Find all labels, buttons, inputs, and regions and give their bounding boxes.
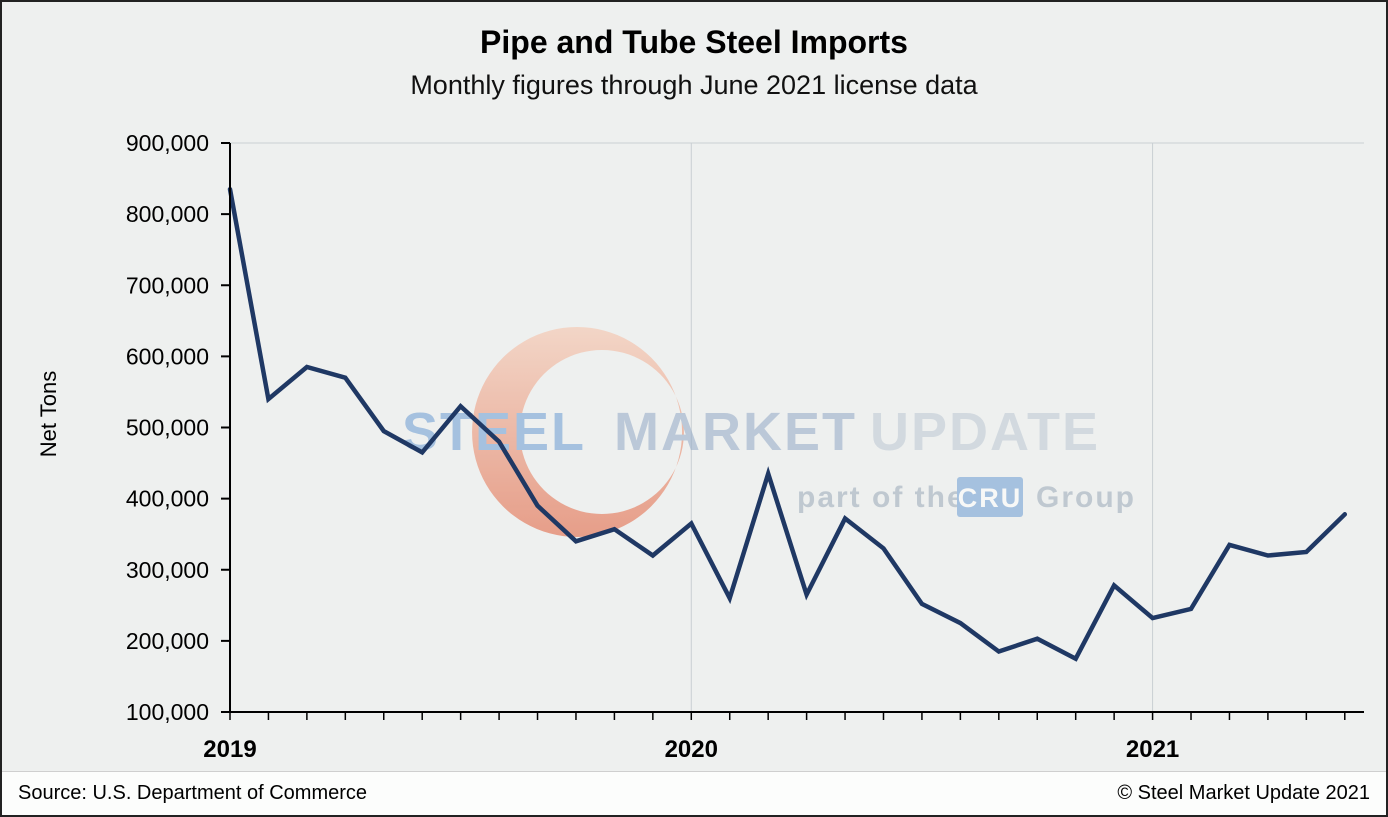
watermark-cru-badge xyxy=(957,477,1023,517)
y-axis-tick-label: 500,000 xyxy=(126,415,209,441)
y-axis-tick-label: 900,000 xyxy=(126,130,209,156)
chart-title: Pipe and Tube Steel Imports xyxy=(480,24,908,60)
chart-subtitle: Monthly figures through June 2021 licens… xyxy=(410,70,978,100)
copyright-note: © Steel Market Update 2021 xyxy=(1117,782,1370,804)
y-axis-tick-label: 100,000 xyxy=(126,699,209,725)
y-axis-tick-label: 400,000 xyxy=(126,486,209,512)
watermark-cru-label: CRU xyxy=(958,483,1023,513)
watermark-group-label: Group xyxy=(1036,481,1136,514)
watermark-word-market: MARKET xyxy=(614,402,857,462)
y-axis-tick-label: 600,000 xyxy=(126,343,209,369)
x-axis-tick-label-2021: 2021 xyxy=(1126,736,1179,763)
x-axis-tick-label-2019: 2019 xyxy=(203,736,256,763)
source-note: Source: U.S. Department of Commerce xyxy=(18,782,368,804)
y-axis-tick-label: 300,000 xyxy=(126,557,209,583)
footer-bar: Source: U.S. Department of Commerce © St… xyxy=(2,771,1386,815)
x-axis-tick-label-2020: 2020 xyxy=(665,736,718,763)
watermark-tagline: part of the xyxy=(797,481,966,514)
y-axis-tick-label: 800,000 xyxy=(126,201,209,227)
watermark-word-steel: STEEL xyxy=(402,402,586,462)
y-axis-tick-label: 200,000 xyxy=(126,628,209,654)
data-line-series xyxy=(227,186,1348,662)
watermark-word-update: UPDATE xyxy=(870,402,1100,462)
y-axis-tick-label: 700,000 xyxy=(126,272,209,298)
